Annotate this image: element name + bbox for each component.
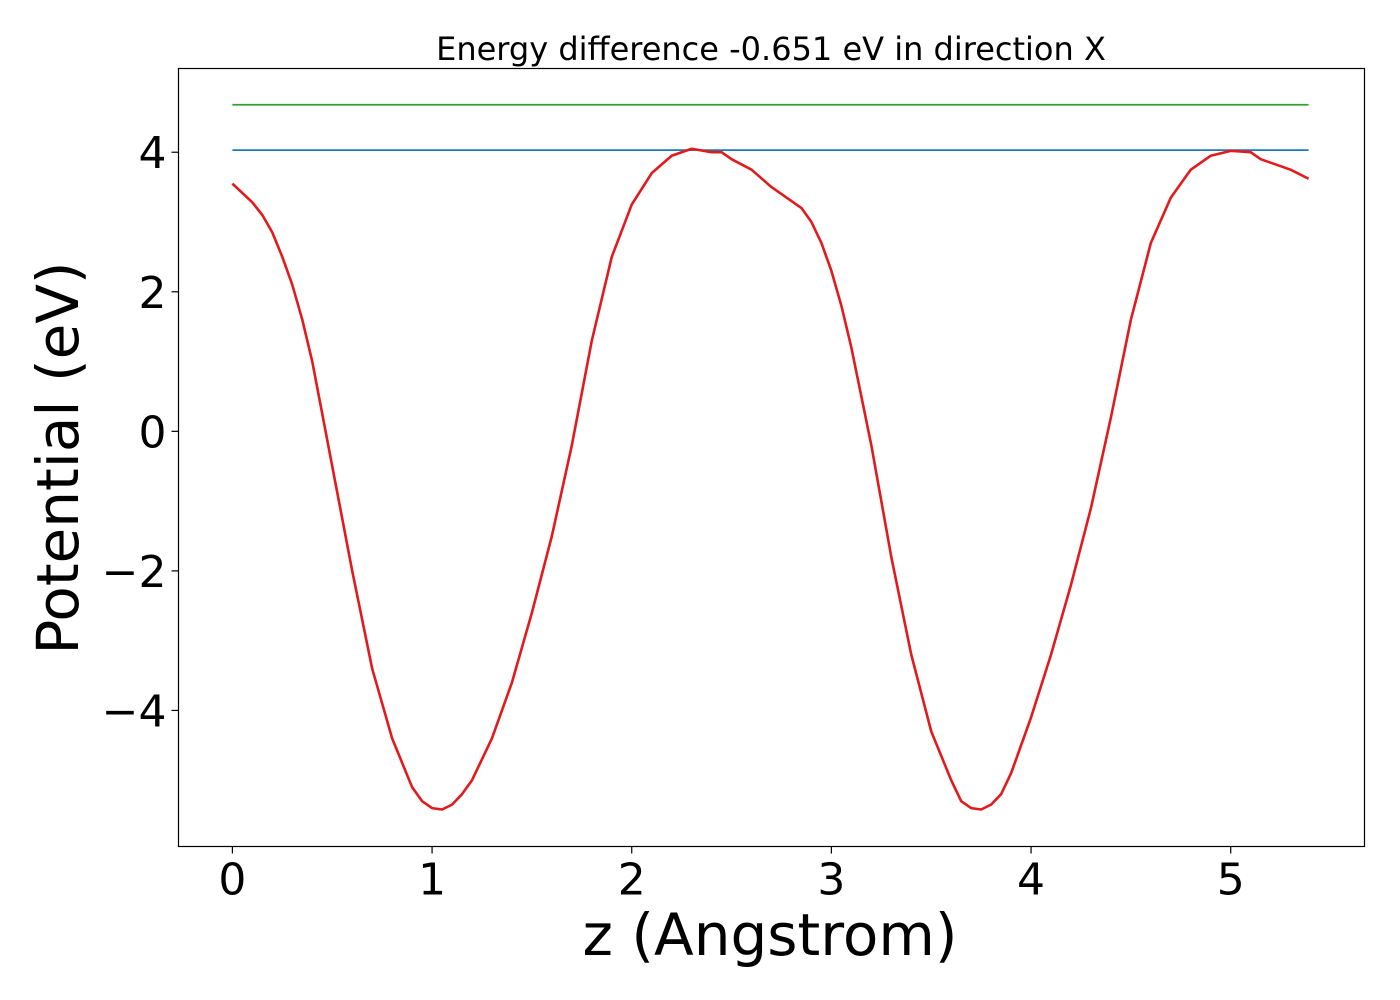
y-tick-label: 0: [139, 407, 167, 458]
y-tick-label: 4: [139, 128, 167, 179]
x-tick-label: 4: [1017, 855, 1045, 906]
chart-title: Energy difference -0.651 eV in direction…: [436, 30, 1106, 68]
x-tick-label: 1: [418, 855, 446, 906]
x-tick-label: 5: [1217, 855, 1245, 906]
x-axis-label: z (Angstrom): [583, 901, 958, 969]
y-tick-label: −2: [102, 547, 167, 598]
series-line-1: [231, 147, 1310, 811]
y-axis-label: Potential (eV): [24, 261, 92, 654]
plot-frame: [177, 67, 1366, 848]
y-tick-label: 2: [139, 268, 167, 319]
x-tick-label: 3: [817, 855, 845, 906]
x-axis-ticks: 0 1 2 3 4 5: [218, 846, 1245, 906]
series-layer: [231, 103, 1310, 811]
x-tick-label: 2: [618, 855, 646, 906]
y-axis-ticks: 4 2 0 −2 −4: [102, 128, 179, 737]
x-tick-label: 0: [218, 855, 246, 906]
y-tick-label: −4: [102, 686, 167, 737]
